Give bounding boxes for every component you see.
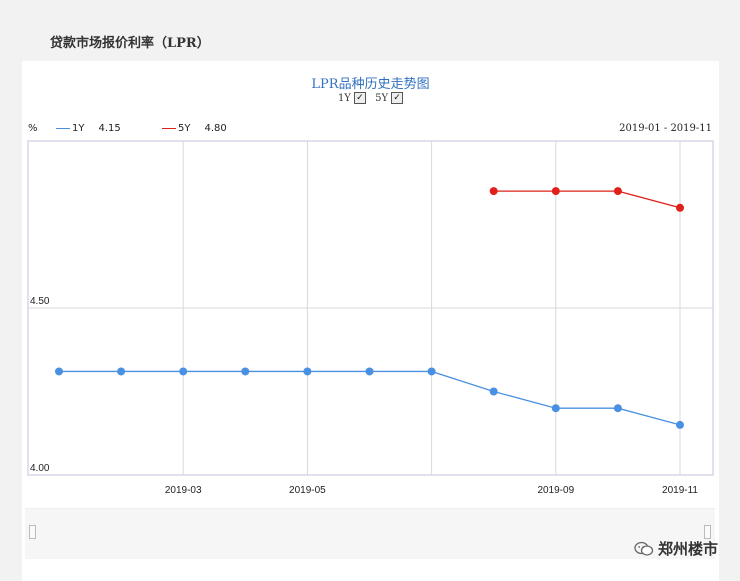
chart-title: LPR品种历史走势图	[311, 77, 430, 92]
series-toggles: 1Y ✓ 5Y ✓	[22, 92, 719, 104]
chart-panel: LPR品种历史走势图 1Y ✓ 5Y ✓ % 1Y 4.15 5Y 4.80 2…	[22, 61, 719, 581]
range-scrollbar[interactable]	[25, 508, 715, 559]
legend-item-1y[interactable]: 1Y 4.15	[56, 123, 121, 134]
toggle-5y-label: 5Y	[375, 92, 389, 104]
brand-text: 郑州楼市	[657, 540, 718, 558]
data-point-1y	[676, 420, 684, 429]
toggle-1y[interactable]: 1Y ✓	[338, 92, 366, 104]
data-point-1y	[613, 404, 622, 413]
data-point-1y	[427, 367, 436, 376]
date-range: 2019-01 - 2019-11	[619, 123, 712, 134]
data-point-5y	[676, 203, 684, 212]
legend-value-1y: 4.15	[98, 123, 121, 134]
series-line-5y	[493, 190, 681, 209]
y-tick-label: 4.50	[30, 296, 50, 307]
x-tick-label: 2019-03	[165, 485, 202, 496]
toggle-5y[interactable]: 5Y ✓	[375, 92, 404, 104]
data-point-1y	[303, 367, 312, 376]
scroll-handle-right[interactable]	[704, 525, 711, 539]
data-point-1y	[489, 387, 498, 396]
section-title: 贷款市场报价利率（LPR）	[50, 36, 210, 51]
x-tick-label: 2019-11	[662, 485, 698, 496]
x-tick-label: 2019-05	[289, 485, 326, 496]
data-point-1y	[117, 367, 126, 376]
toggle-1y-label: 1Y	[337, 92, 351, 104]
scroll-handle-left[interactable]	[29, 525, 36, 539]
legend-line-5y	[162, 128, 176, 129]
data-point-1y	[179, 367, 188, 376]
y-tick-label: 4.00	[30, 463, 50, 474]
legend-item-5y[interactable]: 5Y 4.80	[162, 123, 227, 134]
checkbox-5y[interactable]: ✓	[391, 92, 404, 104]
data-point-5y	[613, 187, 622, 196]
checkbox-1y[interactable]: ✓	[353, 92, 366, 104]
data-point-1y	[55, 367, 63, 376]
x-tick-label: 2019-09	[537, 485, 574, 496]
brand-watermark: 郑州楼市	[634, 538, 718, 559]
legend-line-1y	[56, 128, 70, 129]
legend-value-5y: 4.80	[204, 123, 227, 134]
data-point-1y	[365, 367, 374, 376]
data-point-5y	[551, 187, 560, 196]
data-point-1y	[551, 404, 560, 413]
data-point-5y	[489, 187, 498, 196]
legend-name-5y: 5Y	[178, 123, 191, 134]
unit-label: %	[28, 123, 38, 134]
data-point-1y	[241, 367, 250, 376]
wechat-icon	[634, 541, 654, 557]
legend-name-1y: 1Y	[72, 123, 85, 134]
line-chart: 4.00 4.50 2019-03 2019-05 2019-09 2019-11	[27, 140, 714, 496]
series-line-1y	[59, 370, 681, 426]
